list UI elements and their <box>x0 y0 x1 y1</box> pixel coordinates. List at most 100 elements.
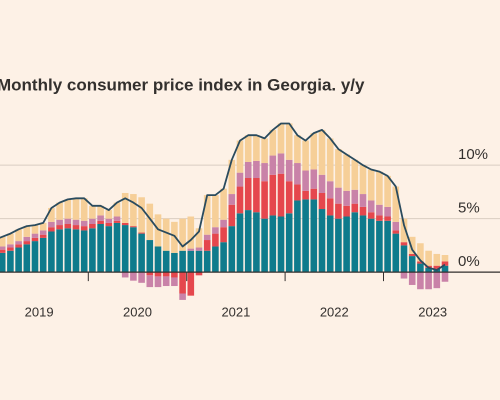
bar-segment <box>15 241 22 245</box>
bar-segment <box>64 223 72 229</box>
bar-segment <box>121 225 129 273</box>
bar-segment <box>48 227 55 232</box>
bar-segment <box>138 272 145 283</box>
bar-segment <box>7 250 14 273</box>
bar-segment <box>154 272 162 277</box>
bar-segment <box>0 249 6 253</box>
bar-segment <box>130 272 137 281</box>
bar-segment <box>376 220 383 273</box>
y-tick-label: 5% <box>458 200 480 217</box>
bar-segment <box>277 153 285 174</box>
bar-segment <box>0 252 6 273</box>
bar-segment <box>56 202 63 220</box>
bar-segment <box>195 228 203 248</box>
bar-segment <box>236 213 244 273</box>
bar-segment <box>105 210 113 219</box>
bar-segment <box>23 241 31 245</box>
bar-segment <box>277 216 285 273</box>
y-tick-label: 0% <box>458 253 480 270</box>
bar-segment <box>335 187 342 204</box>
bar-segment <box>195 272 203 276</box>
bar-segment <box>31 225 39 234</box>
bar-segment <box>417 261 424 264</box>
bar-segment <box>97 223 104 273</box>
bar-segment <box>441 261 449 266</box>
bar-segment <box>7 247 14 251</box>
x-tick-label: 2023 <box>418 305 447 320</box>
bar-segment <box>326 198 334 216</box>
bar-segment <box>203 250 211 273</box>
bar-segment <box>39 237 47 273</box>
bar-segment <box>326 181 334 199</box>
bar-segment <box>228 226 236 273</box>
bar-segment <box>359 165 367 195</box>
bar-segment <box>351 212 359 273</box>
bar-segment <box>23 244 31 273</box>
bar-segment <box>80 230 88 273</box>
bar-segment <box>15 247 22 273</box>
bar-segment <box>179 293 186 300</box>
bar-segment <box>408 236 416 254</box>
bar-segment <box>89 223 96 229</box>
bar-segment <box>236 140 244 173</box>
bar-segment <box>236 186 244 214</box>
bar-segment <box>408 256 416 273</box>
bar-segment <box>97 220 104 224</box>
bar-segment <box>171 221 178 253</box>
bar-segment <box>277 173 285 217</box>
bar-segment <box>179 250 186 273</box>
bar-segment <box>318 192 326 210</box>
bar-segment <box>0 246 6 250</box>
bar-segment <box>7 244 14 248</box>
bar-segment <box>384 175 391 207</box>
bar-segment <box>417 243 424 262</box>
bar-segment <box>162 276 170 287</box>
bar-segment <box>39 230 47 235</box>
bar-segment <box>64 199 72 219</box>
bar-segment <box>392 221 400 231</box>
x-tick-label: 2019 <box>25 305 54 320</box>
bar-segment <box>162 250 170 273</box>
bar-segment <box>302 170 309 191</box>
bar-segment <box>310 133 318 170</box>
bar-segment <box>417 272 424 290</box>
bar-segment <box>408 272 416 285</box>
bar-segment <box>39 234 47 238</box>
bar-segment <box>121 272 129 278</box>
bar-segment <box>261 163 268 182</box>
bar-segment <box>294 184 301 201</box>
bar-segment <box>269 155 277 175</box>
bar-segment <box>425 250 432 266</box>
bar-segment <box>154 246 162 273</box>
bar-segment <box>228 204 236 227</box>
bar-segment <box>56 219 63 226</box>
chart-title: Monthly consumer price index in Georgia.… <box>0 75 365 94</box>
bar-segment <box>253 178 260 213</box>
bar-segment <box>171 277 178 287</box>
bar-segment <box>351 159 359 190</box>
bar-segment <box>310 188 318 200</box>
bar-segment <box>31 241 39 273</box>
bar-segment <box>253 135 260 161</box>
bar-segment <box>376 171 383 205</box>
bar-segment <box>318 174 326 193</box>
bar-segment <box>64 228 72 273</box>
bar-segment <box>72 229 80 273</box>
bar-segment <box>162 218 170 251</box>
bar-segment <box>367 218 375 273</box>
bar-segment <box>220 188 227 220</box>
bar-segment <box>285 213 293 273</box>
bar-segment <box>253 160 260 179</box>
bar-segment <box>105 226 113 273</box>
bar-segment <box>171 272 178 278</box>
bar-segment <box>433 272 441 289</box>
bar-segment <box>269 215 277 273</box>
bar-segment <box>171 252 178 273</box>
bar-segment <box>154 214 162 247</box>
bar-segment <box>343 190 350 206</box>
bar-segment <box>48 207 55 222</box>
bar-segment <box>97 205 104 216</box>
bar-segment <box>302 199 309 273</box>
bar-segment <box>359 206 367 216</box>
bar-segment <box>318 129 326 175</box>
